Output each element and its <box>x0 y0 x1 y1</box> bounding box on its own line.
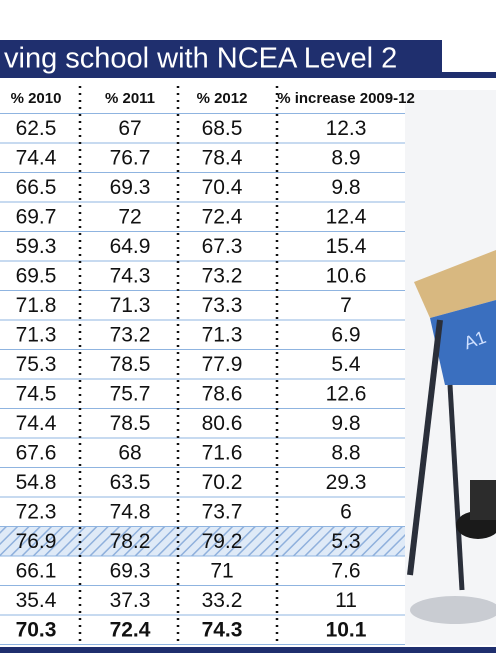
cell: 74.8 <box>110 500 151 523</box>
cell: 78.5 <box>110 353 151 376</box>
cell: 72 <box>118 205 141 228</box>
title: ving school with NCEA Level 2 <box>4 43 397 75</box>
cell: 74.3 <box>110 264 151 287</box>
cell: 7.6 <box>331 559 360 582</box>
cell: 12.6 <box>326 382 367 405</box>
cell: 67 <box>118 117 141 140</box>
cell: 71.3 <box>16 323 57 346</box>
cell: 69.3 <box>110 176 151 199</box>
cell: 69.7 <box>16 205 57 228</box>
cell: 68 <box>118 441 141 464</box>
column-header: % 2010 <box>11 90 62 107</box>
cell: 78.4 <box>202 146 243 169</box>
cell: 59.3 <box>16 235 57 258</box>
cell: 29.3 <box>326 471 367 494</box>
cell: 10.6 <box>326 264 367 287</box>
cell: 67.3 <box>202 235 243 258</box>
cell: 54.8 <box>16 471 57 494</box>
cell: 8.9 <box>331 146 360 169</box>
cell: 77.9 <box>202 353 243 376</box>
cell: 75.3 <box>16 353 57 376</box>
cell: 71.3 <box>110 294 151 317</box>
column-header: % 2011 <box>105 90 155 107</box>
cell: 71.8 <box>16 294 57 317</box>
cell: 80.6 <box>202 412 243 435</box>
cell: 71.6 <box>202 441 243 464</box>
cell: 73.3 <box>202 294 243 317</box>
cell: 73.7 <box>202 500 243 523</box>
cell: 8.8 <box>331 441 360 464</box>
cell: 66.1 <box>16 559 57 582</box>
cell: 33.2 <box>202 589 243 612</box>
cell: 5.3 <box>331 530 360 553</box>
cell: 71 <box>210 559 233 582</box>
column-header: % 2012 <box>197 90 248 107</box>
cell: 15.4 <box>326 235 367 258</box>
cell: 69.3 <box>110 559 151 582</box>
cell: 73.2 <box>202 264 243 287</box>
cell: 63.5 <box>110 471 151 494</box>
highlight-row <box>0 526 405 556</box>
cell: 78.6 <box>202 382 243 405</box>
cell: 74.4 <box>16 412 57 435</box>
column-header: % increase 2009-12 <box>277 90 415 107</box>
cell: 6.9 <box>331 323 360 346</box>
cell: 75.7 <box>110 382 151 405</box>
cell: 72.4 <box>110 618 151 641</box>
cell: 79.2 <box>202 530 243 553</box>
cell: 5.4 <box>331 353 361 376</box>
bottom-rule <box>0 647 496 653</box>
cell: 78.2 <box>110 530 151 553</box>
cell: 69.5 <box>16 264 57 287</box>
cell: 78.5 <box>110 412 151 435</box>
cell: 70.4 <box>202 176 243 199</box>
cell: 68.5 <box>202 117 243 140</box>
title-bar <box>0 40 442 78</box>
cell: 7 <box>340 294 352 317</box>
cell: 62.5 <box>16 117 57 140</box>
cell: 74.5 <box>16 382 57 405</box>
cell: 67.6 <box>16 441 57 464</box>
cell: 70.3 <box>16 618 57 641</box>
cell: 66.5 <box>16 176 57 199</box>
cell: 72.4 <box>202 205 243 228</box>
title-rule <box>442 72 496 78</box>
cell: 64.9 <box>110 235 151 258</box>
cell: 9.8 <box>331 412 360 435</box>
cell: 76.7 <box>110 146 151 169</box>
cell: 73.2 <box>110 323 151 346</box>
cell: 37.3 <box>110 589 151 612</box>
cell: 35.4 <box>16 589 57 612</box>
cell: 10.1 <box>326 618 367 641</box>
photo: A1 <box>405 90 496 645</box>
cell: 71.3 <box>202 323 243 346</box>
cell: 70.2 <box>202 471 243 494</box>
cell: 76.9 <box>16 530 57 553</box>
cell: 12.4 <box>326 205 367 228</box>
cell: 72.3 <box>16 500 57 523</box>
cell: 11 <box>335 589 357 612</box>
cell: 74.4 <box>16 146 57 169</box>
cell: 9.8 <box>331 176 360 199</box>
cell: 6 <box>340 500 352 523</box>
cell: 74.3 <box>202 618 243 641</box>
cell: 12.3 <box>326 117 367 140</box>
